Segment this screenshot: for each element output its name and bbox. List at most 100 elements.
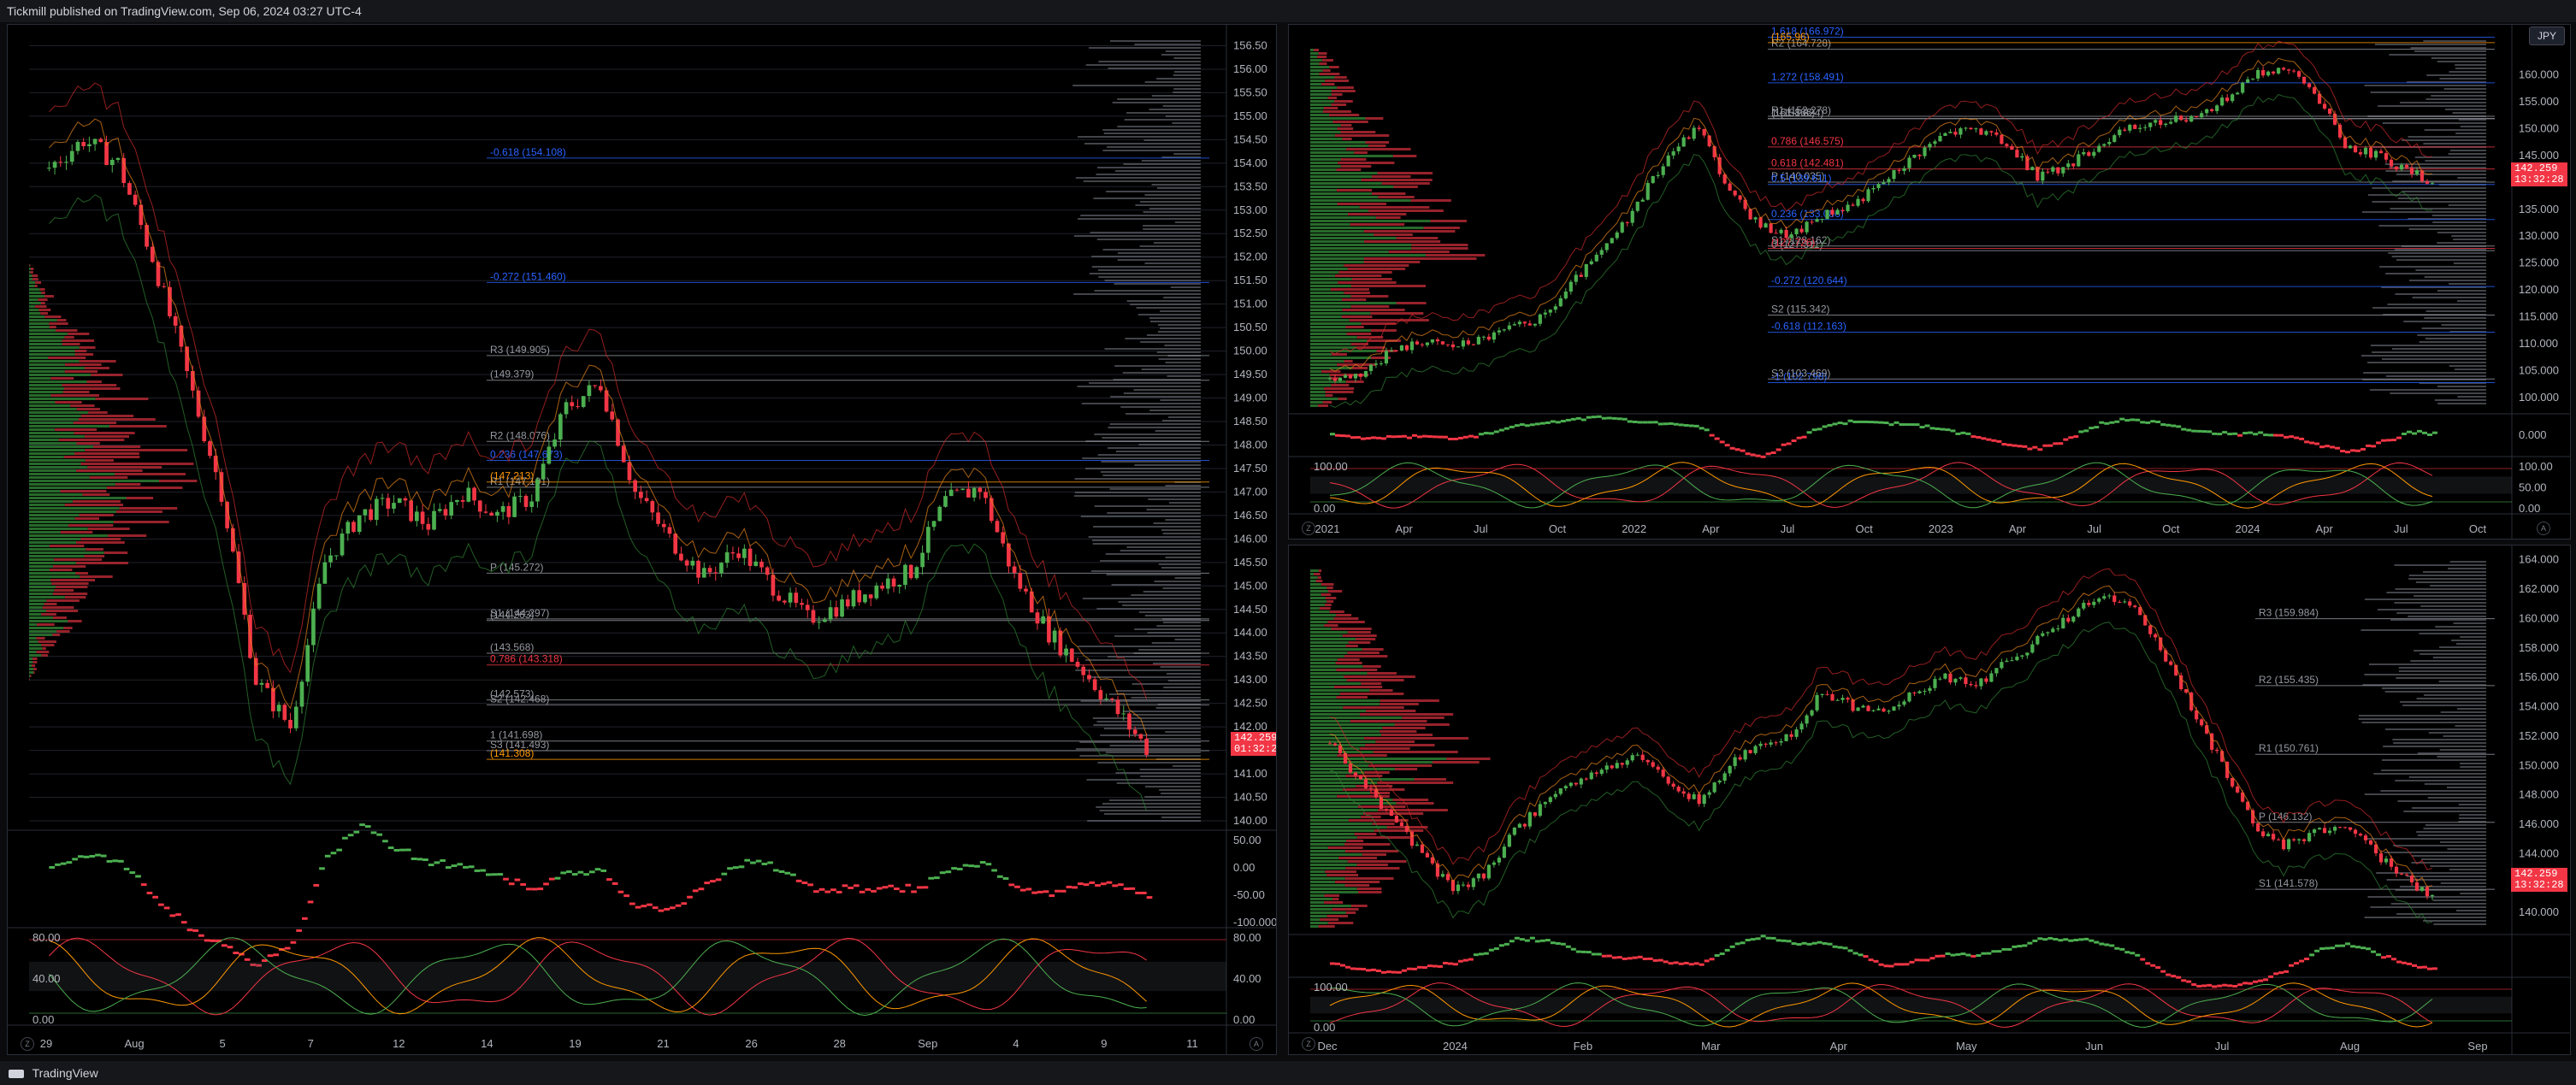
volume-profile-bar <box>29 620 68 622</box>
visible-range-profile-bar <box>1100 734 1201 736</box>
volume-profile-bar <box>33 671 35 674</box>
volume-profile-bar <box>29 483 115 486</box>
chart-pane-left[interactable]: 156.50 156.00 155.50 155.00 154.50 154.00 153.… <box>7 24 1277 1055</box>
candle-body <box>1656 174 1660 176</box>
candle-body <box>1522 321 1527 324</box>
candle-body <box>1830 209 1835 215</box>
currency-button[interactable]: JPY <box>2528 27 2565 45</box>
visible-range-profile-bar <box>1108 656 1201 657</box>
candle-body <box>162 286 167 287</box>
volume-profile-bar <box>49 545 85 547</box>
candle-body <box>1584 263 1588 277</box>
volume-profile-bar <box>1368 144 1386 147</box>
visible-range-profile-bar <box>1100 560 1201 562</box>
candle-body <box>874 585 879 599</box>
chart-pane-bottom-right[interactable]: 164.000 162.000 160.000 158.000 156.000 154.0… <box>1288 545 2571 1055</box>
volume-profile-bar <box>1310 573 1315 575</box>
volume-profile-bar <box>1310 80 1326 82</box>
volume-profile-bar <box>29 339 62 342</box>
price-tick-label: 110.000 <box>2519 337 2558 350</box>
auto-scale-button-tr[interactable]: A <box>2537 522 2550 535</box>
volume-profile-bar <box>1345 645 1358 647</box>
volume-profile-bar <box>1310 186 1394 188</box>
volume-profile-bar <box>1310 867 1346 870</box>
visible-range-profile-bar <box>2406 876 2486 877</box>
volume-profile-bar <box>1373 751 1458 753</box>
visible-range-profile-bar <box>2424 783 2486 785</box>
candle-body <box>2051 167 2055 172</box>
volume-profile-bar <box>50 579 96 581</box>
volume-profile-bar <box>1318 925 1335 928</box>
candle-body <box>535 479 540 502</box>
volume-profile-bar <box>29 668 34 670</box>
volume-profile-bar <box>1310 148 1347 150</box>
visible-range-profile-bar <box>1143 211 1201 213</box>
auto-scale-button[interactable]: A <box>1250 1037 1263 1051</box>
visible-range-profile-bar <box>1103 133 1201 134</box>
candle-body <box>2174 115 2178 122</box>
visible-range-profile-bar <box>1155 430 1201 432</box>
volume-profile-bar <box>1336 669 1378 671</box>
candle-body <box>1486 336 1491 340</box>
candle-body <box>449 502 454 516</box>
candle-body <box>1041 616 1046 624</box>
zoom-reset-button-tr[interactable]: Z <box>1302 522 1315 535</box>
candle-body <box>2363 147 2368 155</box>
candle-body <box>1538 314 1542 324</box>
candle-body <box>2154 120 2158 123</box>
volume-profile-bar <box>1310 339 1368 342</box>
candle-body <box>397 498 402 504</box>
candle-body <box>610 411 615 420</box>
visible-range-profile-bar <box>2362 379 2486 380</box>
price-tick-label: 154.00 <box>1233 156 1267 169</box>
visible-range-profile-bar <box>2402 191 2486 192</box>
candle-body <box>995 521 1000 533</box>
visible-range-profile-bar <box>2396 174 2486 175</box>
chart-left-svg[interactable]: 156.50156.00155.50155.00154.50154.00153.… <box>8 25 1277 1055</box>
volume-profile-bar <box>1334 686 1383 688</box>
zoom-reset-button-br[interactable]: Z <box>1302 1037 1315 1051</box>
volume-profile-bar <box>1430 220 1467 222</box>
volume-profile-bar <box>1365 744 1435 746</box>
volume-profile-bar <box>29 504 65 506</box>
volume-profile-bar <box>29 517 75 520</box>
candle-body <box>1769 223 1773 233</box>
chart-top-right-svg[interactable]: 160.000155.000150.000145.000140.000135.0… <box>1289 25 2571 540</box>
volume-profile-bar <box>41 613 56 616</box>
chart-bottom-right-svg[interactable]: 164.000162.000160.000158.000156.000154.0… <box>1289 545 2571 1055</box>
visible-range-profile-bar <box>1104 813 1201 815</box>
candle-body <box>1517 823 1521 828</box>
candle-body <box>1681 791 1686 794</box>
price-tick-label: 150.000 <box>2519 121 2559 134</box>
volume-profile-bar <box>1350 285 1427 287</box>
visible-range-profile-bar <box>2414 595 2486 597</box>
visible-range-profile-bar <box>1074 492 1201 493</box>
candle-body <box>1507 834 1511 847</box>
volume-profile-bar <box>1327 922 1354 924</box>
visible-range-profile-bar <box>2427 797 2486 799</box>
volume-profile-bar <box>29 476 90 479</box>
volume-profile-bar <box>1310 905 1352 907</box>
volume-profile-bar <box>1310 114 1330 116</box>
visible-range-profile-bar <box>2417 334 2486 336</box>
visible-range-profile-bar <box>1111 584 1201 586</box>
zoom-reset-button[interactable]: Z <box>21 1037 34 1051</box>
volume-profile-bar <box>1310 590 1328 593</box>
candle-body <box>2318 93 2322 104</box>
volume-profile-bar <box>29 582 52 585</box>
visible-range-profile-bar <box>1126 300 1201 302</box>
candle-body <box>616 419 620 446</box>
time-tick-label: Jul <box>2087 522 2101 535</box>
visible-range-profile-bar <box>1173 765 1201 767</box>
visible-range-profile-bar <box>1079 755 1201 757</box>
candle-body <box>1476 336 1480 345</box>
price-tick-label: 125.000 <box>2519 257 2559 269</box>
candle-body <box>1835 209 1840 215</box>
chart-pane-top-right[interactable]: 160.000155.000150.000145.000140.000135.0… <box>1288 24 2571 540</box>
volume-profile-bar <box>1350 305 1390 308</box>
visible-range-profile-bar <box>1143 139 1201 141</box>
visible-range-profile-bar <box>2437 756 2486 758</box>
volume-profile-bar <box>29 678 30 681</box>
lower-band-line <box>1329 94 2433 409</box>
visible-range-profile-bar <box>1146 509 1201 510</box>
